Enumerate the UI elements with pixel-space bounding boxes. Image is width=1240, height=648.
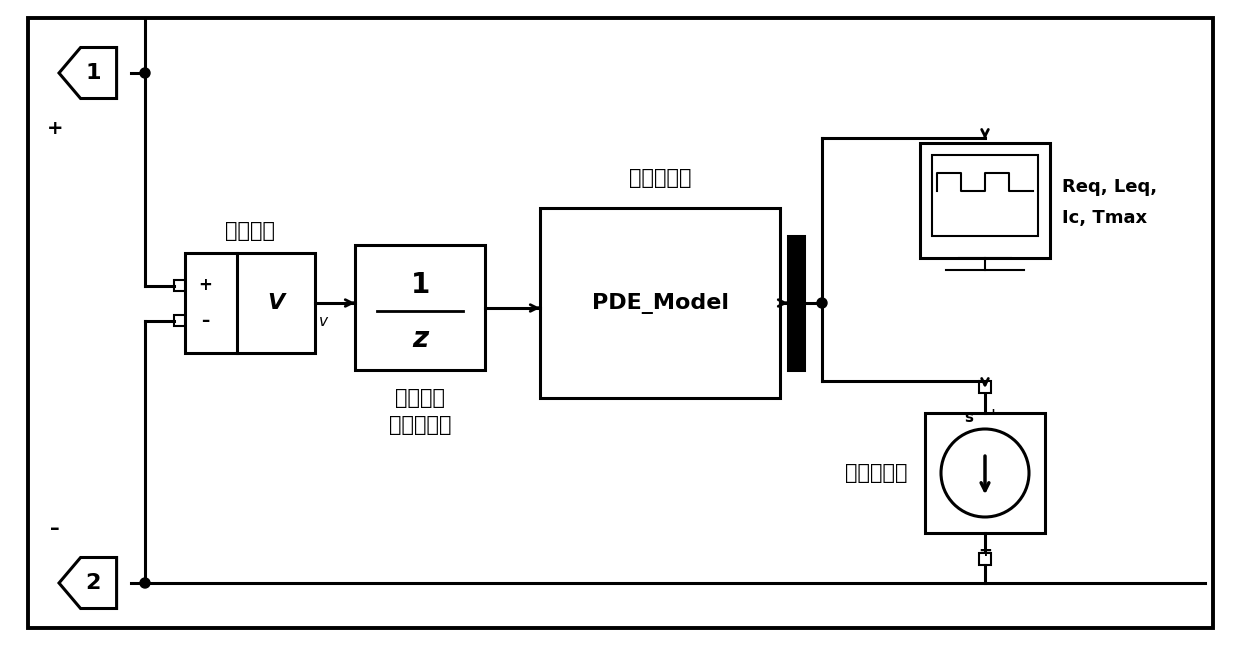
- Bar: [185, 253, 315, 353]
- Text: +: +: [198, 276, 212, 294]
- Text: +: +: [978, 542, 992, 560]
- Bar: [174, 315, 185, 326]
- Text: z: z: [412, 325, 428, 353]
- Text: 电压测量: 电压测量: [224, 221, 275, 241]
- Text: 消除代数环: 消除代数环: [389, 415, 451, 435]
- Text: PDE_Model: PDE_Model: [591, 292, 729, 314]
- Text: ': ': [991, 408, 996, 426]
- Text: 迟滙模块: 迟滙模块: [396, 388, 445, 408]
- Bar: [174, 280, 185, 291]
- Circle shape: [941, 429, 1029, 517]
- Text: 有限元模型: 有限元模型: [629, 168, 691, 188]
- Bar: [980, 381, 991, 393]
- Bar: [787, 236, 804, 370]
- Polygon shape: [60, 557, 117, 608]
- Text: v: v: [319, 314, 327, 329]
- Text: s: s: [965, 410, 973, 424]
- Text: 1: 1: [410, 271, 429, 299]
- Polygon shape: [60, 47, 117, 98]
- Bar: [980, 553, 991, 565]
- Circle shape: [140, 578, 150, 588]
- Text: Ic, Tmax: Ic, Tmax: [1061, 209, 1147, 227]
- Text: V: V: [268, 293, 285, 313]
- Text: 1: 1: [86, 63, 100, 83]
- Text: Req, Leq,: Req, Leq,: [1061, 178, 1157, 196]
- Bar: [355, 245, 485, 370]
- Bar: [539, 208, 780, 398]
- Bar: [925, 413, 1045, 533]
- Text: +: +: [47, 119, 63, 137]
- Bar: [932, 155, 1038, 236]
- Text: 受控电流源: 受控电流源: [844, 463, 906, 483]
- Circle shape: [140, 68, 150, 78]
- Bar: [920, 143, 1050, 258]
- Text: –: –: [201, 312, 210, 330]
- Circle shape: [817, 298, 827, 308]
- Text: 2: 2: [86, 573, 100, 593]
- Text: –: –: [50, 518, 60, 537]
